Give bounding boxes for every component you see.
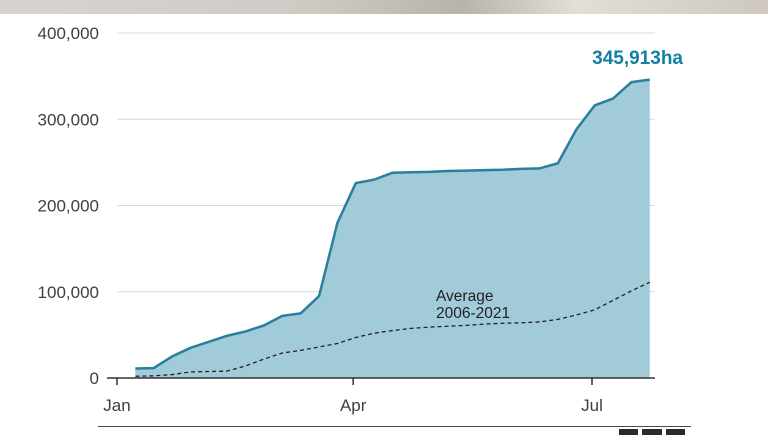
y-tick-label: 0 bbox=[90, 369, 99, 388]
y-tick-label: 400,000 bbox=[38, 24, 99, 43]
bbc-logo bbox=[619, 429, 685, 435]
x-tick-label: Jul bbox=[581, 396, 603, 415]
y-tick-label: 300,000 bbox=[38, 110, 99, 129]
x-tick-label: Jan bbox=[103, 396, 130, 415]
plot-area bbox=[135, 78, 651, 379]
area-fill bbox=[135, 79, 650, 379]
y-axis-ticks: 400,000 300,000 200,000 100,000 0 bbox=[38, 24, 99, 388]
average-series-label: Average bbox=[436, 288, 493, 305]
y-tick-label: 200,000 bbox=[38, 197, 99, 216]
end-value-label: 345,913ha bbox=[592, 48, 683, 69]
average-series-label: 2006-2021 bbox=[436, 305, 510, 322]
y-tick-label: 100,000 bbox=[38, 283, 99, 302]
series-line-average bbox=[135, 281, 651, 377]
x-tick-label: Apr bbox=[340, 396, 367, 415]
x-axis: Jan Apr Jul bbox=[103, 377, 655, 415]
footer-divider bbox=[98, 426, 691, 427]
header-photo-strip bbox=[0, 0, 768, 14]
series-line-2022 bbox=[135, 78, 650, 370]
